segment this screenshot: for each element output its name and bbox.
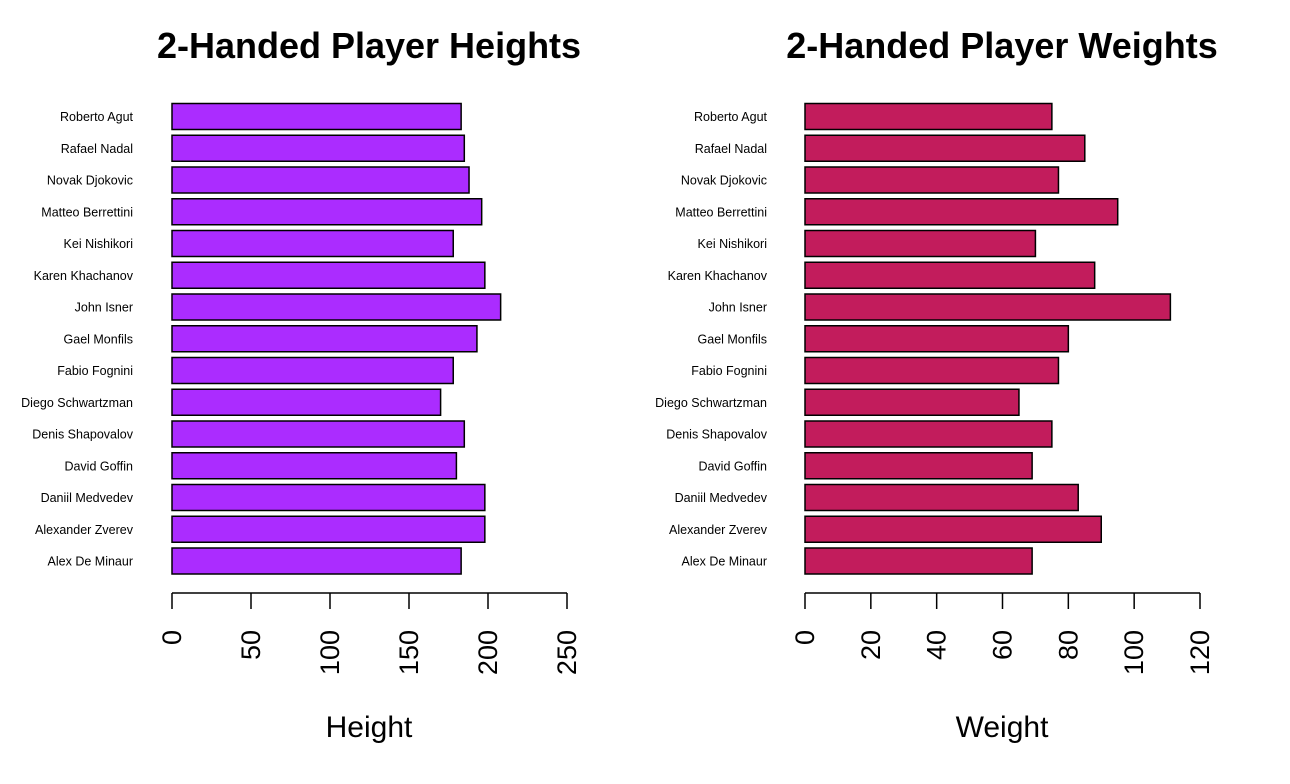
heights-bar: [171, 420, 466, 448]
weights-bar: [804, 452, 1033, 480]
weights-category-label: Fabio Fognini: [691, 364, 767, 378]
weights-bar: [804, 515, 1102, 543]
weights-title: 2-Handed Player Weights: [786, 25, 1217, 66]
heights-bar: [171, 515, 486, 543]
heights-panel: 2-Handed Player Heights Height Roberto A…: [21, 25, 582, 744]
weights-x-tick-label: 120: [1185, 630, 1215, 675]
heights-x-tick-label: 0: [157, 630, 187, 645]
heights-x-tick-label: 100: [315, 630, 345, 675]
heights-bar: [171, 261, 486, 289]
weights-category-label: Kei Nishikori: [698, 237, 767, 251]
weights-bar: [804, 134, 1086, 162]
heights-bar: [171, 102, 462, 131]
weights-category-label: Diego Schwartzman: [655, 396, 767, 410]
heights-bar: [171, 325, 478, 353]
heights-category-label: Diego Schwartzman: [21, 396, 133, 410]
weights-category-label: Roberto Agut: [694, 110, 767, 124]
heights-category-label: Matteo Berrettini: [41, 205, 133, 219]
weights-x-tick-label: 0: [790, 630, 820, 645]
weights-x-tick-label: 60: [988, 630, 1018, 660]
heights-x-tick-label: 50: [236, 630, 266, 660]
weights-bar: [804, 198, 1119, 226]
weights-category-label: Alexander Zverev: [669, 523, 768, 537]
heights-category-label: Rafael Nadal: [61, 142, 133, 156]
heights-bar: [171, 547, 462, 575]
weights-category-label: Daniil Medvedev: [675, 491, 768, 505]
weights-bar: [804, 293, 1172, 321]
heights-bar: [171, 388, 442, 416]
heights-category-label: Kei Nishikori: [64, 237, 133, 251]
weights-x-tick-label: 40: [922, 630, 952, 660]
heights-bar: [171, 483, 486, 512]
weights-x-tick-label: 100: [1119, 630, 1149, 675]
weights-category-label: Karen Khachanov: [668, 269, 768, 283]
weights-x-tick-label: 80: [1053, 630, 1083, 660]
weights-bar: [804, 325, 1070, 353]
heights-bar: [171, 166, 470, 194]
heights-bar: [171, 134, 466, 162]
heights-x-tick-label: 250: [552, 630, 582, 675]
heights-category-label: Gael Monfils: [64, 332, 133, 346]
weights-x-tick-label: 20: [856, 630, 886, 660]
weights-bar: [804, 261, 1096, 289]
weights-bar: [804, 229, 1037, 258]
weights-bar: [804, 483, 1079, 512]
weights-category-label: John Isner: [709, 301, 767, 315]
heights-category-label: Daniil Medvedev: [41, 491, 134, 505]
weights-bar: [804, 166, 1060, 194]
heights-category-label: David Goffin: [64, 459, 133, 473]
weights-category-label: Rafael Nadal: [695, 142, 767, 156]
heights-bar: [171, 356, 454, 385]
weights-bar: [804, 388, 1020, 416]
weights-category-label: Novak Djokovic: [681, 174, 767, 188]
heights-bar: [171, 452, 458, 480]
weights-category-label: Denis Shapovalov: [666, 428, 768, 442]
heights-x-tick-label: 200: [473, 630, 503, 675]
heights-category-label: Karen Khachanov: [34, 269, 134, 283]
heights-category-label: Fabio Fognini: [57, 364, 133, 378]
weights-x-axis-label: Weight: [956, 711, 1049, 744]
heights-bar: [171, 229, 454, 258]
weights-bar: [804, 356, 1060, 385]
weights-category-label: Alex De Minaur: [682, 555, 767, 569]
heights-category-label: Alexander Zverev: [35, 523, 134, 537]
heights-category-label: John Isner: [75, 301, 133, 315]
weights-panel: 2-Handed Player Weights Weight Roberto A…: [655, 25, 1218, 744]
weights-category-label: Matteo Berrettini: [675, 205, 767, 219]
heights-bar: [171, 293, 502, 321]
heights-category-label: Novak Djokovic: [47, 174, 133, 188]
weights-bar: [804, 547, 1033, 575]
weights-category-label: David Goffin: [698, 459, 767, 473]
heights-x-tick-label: 150: [394, 630, 424, 675]
heights-category-label: Roberto Agut: [60, 110, 133, 124]
heights-x-axis-label: Height: [326, 711, 413, 744]
heights-category-label: Alex De Minaur: [48, 555, 133, 569]
heights-category-label: Denis Shapovalov: [32, 428, 134, 442]
weights-category-label: Gael Monfils: [698, 332, 767, 346]
weights-bar: [804, 420, 1053, 448]
heights-bar: [171, 198, 483, 226]
weights-bar: [804, 102, 1053, 131]
heights-title: 2-Handed Player Heights: [157, 25, 581, 66]
